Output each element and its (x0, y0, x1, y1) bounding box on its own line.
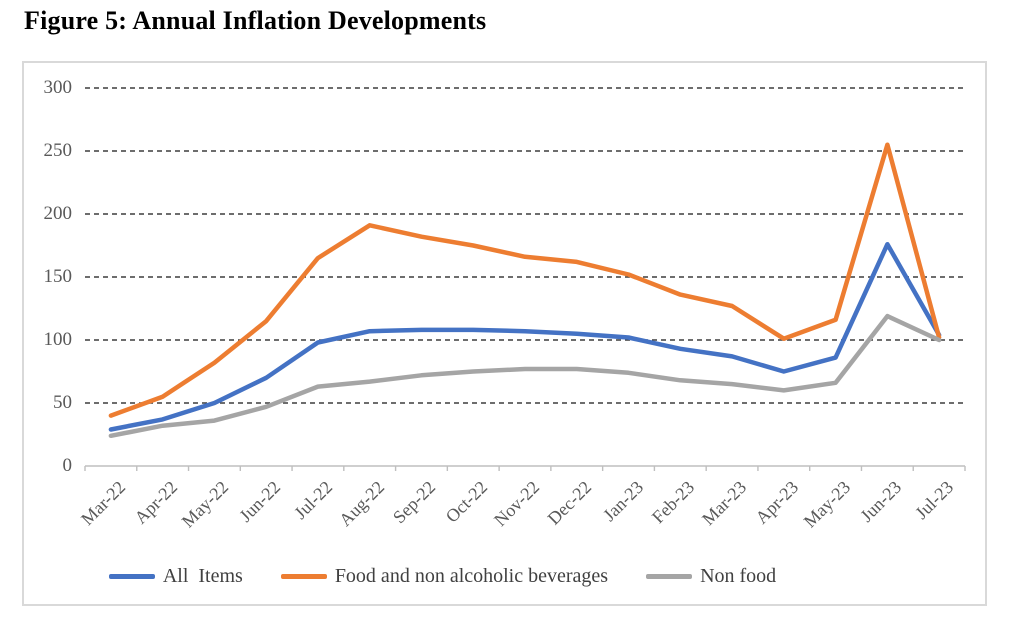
chart-legend: All Items Food and non alcoholic beverage… (0, 565, 923, 588)
legend-line-marker-1 (280, 574, 327, 579)
series-line-0 (108, 241, 942, 432)
figure-title: Figure 5: Annual Inflation Developments (24, 6, 487, 35)
legend-item-0: All Items (108, 565, 243, 588)
legend-item-2: Non food (646, 565, 776, 588)
legend-label-1: Food and non alcoholic beverages (334, 565, 609, 587)
y-axis-label-200: 200 (43, 203, 73, 224)
legend-label-2: Non food (700, 565, 777, 587)
legend-label-0: All Items (162, 565, 243, 587)
y-axis-label-50: 50 (53, 392, 72, 413)
chart-box: 0 50 100 150 200 250 300 Mar-22 Apr-22 May-22 Jun… (22, 61, 987, 606)
legend-line-marker-0 (108, 574, 155, 579)
y-axis-label-0: 0 (62, 455, 73, 476)
legend-line-marker-2 (646, 574, 693, 579)
y-axis-label-150: 150 (43, 266, 73, 287)
legend-item-1: Food and non alcoholic beverages (280, 565, 609, 588)
line-chart (84, 87, 966, 471)
y-axis-label-300: 300 (43, 77, 73, 98)
series-line-1 (108, 142, 942, 418)
y-axis-label-100: 100 (43, 329, 73, 350)
y-axis-label-250: 250 (43, 140, 73, 161)
series-line-2 (108, 313, 942, 439)
